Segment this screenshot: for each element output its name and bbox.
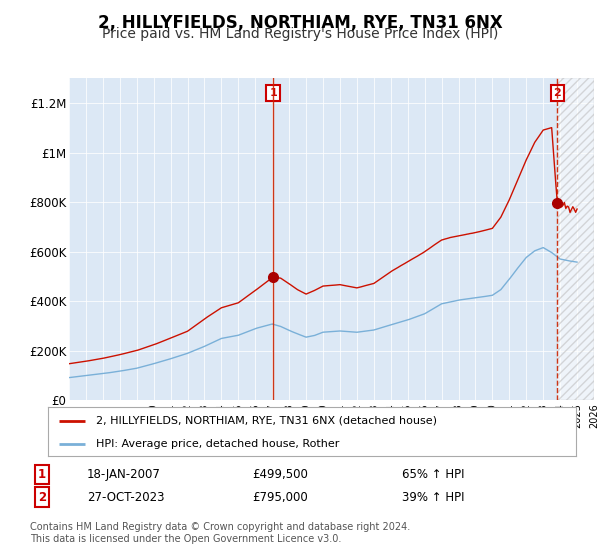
Text: HPI: Average price, detached house, Rother: HPI: Average price, detached house, Roth… [95,439,339,449]
Text: 18-JAN-2007: 18-JAN-2007 [87,468,161,481]
Text: 65% ↑ HPI: 65% ↑ HPI [402,468,464,481]
Text: 1: 1 [269,88,277,98]
Text: £795,000: £795,000 [252,491,308,504]
Text: 1: 1 [38,468,46,481]
Bar [557,78,594,400]
Text: Contains HM Land Registry data © Crown copyright and database right 2024.
This d: Contains HM Land Registry data © Crown c… [30,522,410,544]
Text: 27-OCT-2023: 27-OCT-2023 [87,491,164,504]
Text: 39% ↑ HPI: 39% ↑ HPI [402,491,464,504]
Text: 2: 2 [38,491,46,504]
Text: 2, HILLYFIELDS, NORTHIAM, RYE, TN31 6NX (detached house): 2, HILLYFIELDS, NORTHIAM, RYE, TN31 6NX … [95,416,437,426]
Text: 2: 2 [553,88,561,98]
Text: 2, HILLYFIELDS, NORTHIAM, RYE, TN31 6NX: 2, HILLYFIELDS, NORTHIAM, RYE, TN31 6NX [98,14,502,32]
Text: £499,500: £499,500 [252,468,308,481]
Text: Price paid vs. HM Land Registry's House Price Index (HPI): Price paid vs. HM Land Registry's House … [102,27,498,41]
